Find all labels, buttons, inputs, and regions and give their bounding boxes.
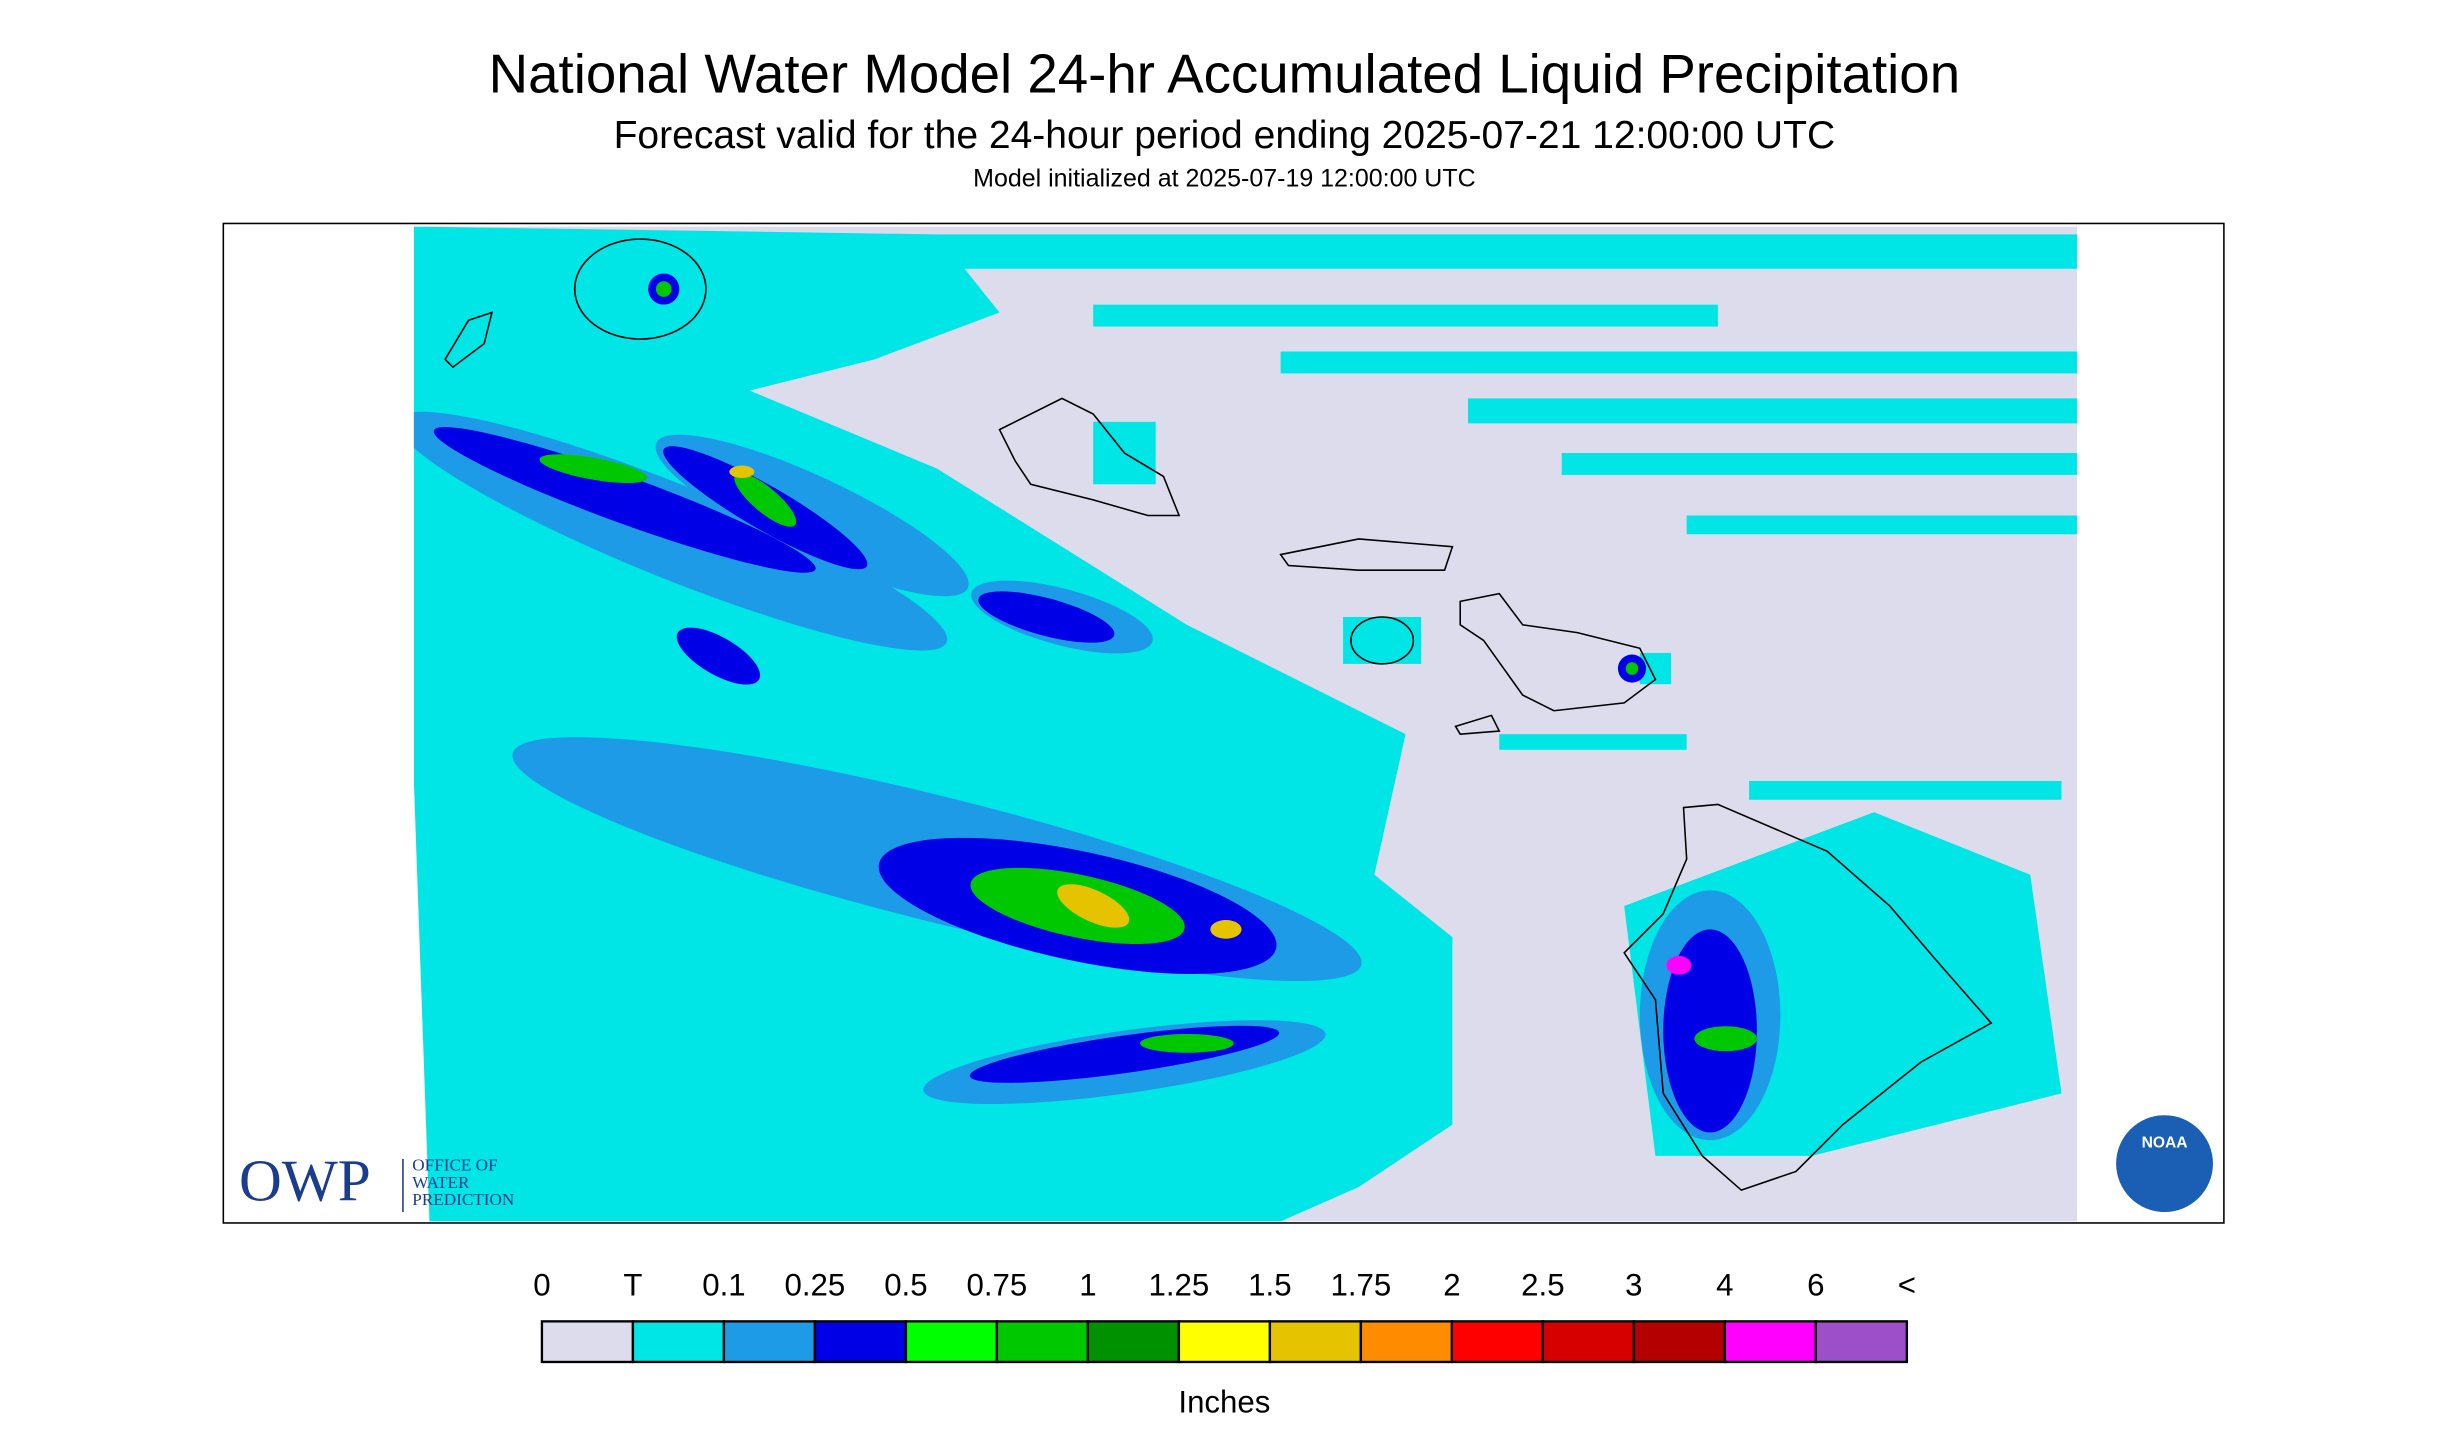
legend-swatch <box>1359 1320 1454 1364</box>
precip-field <box>413 226 2078 1222</box>
owp-name-line: OFFICE OF <box>412 1156 497 1175</box>
legend-swatch <box>1541 1320 1636 1364</box>
legend-swatch <box>1086 1320 1181 1364</box>
init-time: Model initialized at 2025-07-19 12:00:00… <box>973 164 1475 192</box>
legend-swatch <box>540 1320 635 1364</box>
legend-swatch <box>1268 1320 1363 1364</box>
legend-unit: Inches <box>1178 1384 1270 1419</box>
legend-label: 0 <box>533 1267 550 1302</box>
legend-label: 1.25 <box>1149 1267 1210 1302</box>
legend-swatch <box>995 1320 1090 1364</box>
legend-swatch <box>631 1320 726 1364</box>
legend-label: 2.5 <box>1521 1267 1564 1302</box>
legend: 0 T 0.1 0.25 0.5 0.75 1 1.25 1.5 1.75 2 2.5 3 4 6 < <box>533 1267 1916 1364</box>
legend-label: 0.1 <box>702 1267 745 1302</box>
legend-swatch <box>1450 1320 1545 1364</box>
legend-label: 6 <box>1807 1267 1824 1302</box>
legend-label: 0.75 <box>967 1267 1028 1302</box>
title: National Water Model 24-hr Accumulated L… <box>489 44 1960 105</box>
legend-swatch <box>1723 1320 1818 1364</box>
legend-label: 1 <box>1079 1267 1096 1302</box>
noaa-logo <box>2116 1115 2213 1213</box>
legend-label: 1.75 <box>1331 1267 1392 1302</box>
legend-label: 4 <box>1716 1267 1733 1302</box>
legend-swatch <box>904 1320 999 1364</box>
legend-swatch <box>813 1320 908 1364</box>
legend-swatch <box>722 1320 817 1364</box>
very-heavy-rain <box>729 465 1242 939</box>
legend-label: T <box>623 1267 642 1302</box>
subtitle: Forecast valid for the 24-hour period en… <box>614 114 1836 157</box>
legend-label: 1.5 <box>1248 1267 1291 1302</box>
legend-label: 3 <box>1625 1267 1642 1302</box>
owp-name-line: WATER <box>412 1173 470 1192</box>
noaa-text: NOAA <box>2142 1134 2188 1151</box>
legend-label: < <box>1898 1267 1916 1302</box>
legend-swatch <box>1177 1320 1272 1364</box>
coastlines <box>444 238 1993 1192</box>
legend-swatch <box>1814 1320 1909 1364</box>
legend-swatch <box>1632 1320 1727 1364</box>
owp-name-line: PREDICTION <box>412 1190 514 1209</box>
extreme-rain <box>1666 955 1692 975</box>
owp-initials: OWP <box>239 1148 371 1214</box>
legend-label: 0.5 <box>884 1267 927 1302</box>
legend-label: 0.25 <box>785 1267 846 1302</box>
legend-label: 2 <box>1443 1267 1460 1302</box>
